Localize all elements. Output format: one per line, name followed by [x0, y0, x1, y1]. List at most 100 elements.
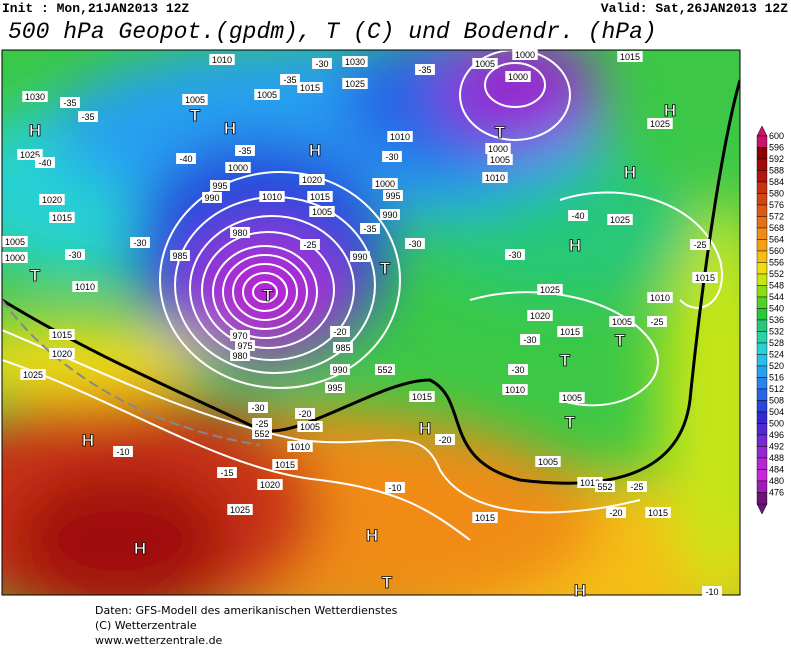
contour-label: 1020: [260, 480, 280, 490]
colorbar-label: 560: [769, 246, 784, 256]
colorbar-label: 576: [769, 200, 784, 210]
colorbar-swatch: [756, 411, 768, 424]
colorbar-label: 540: [769, 304, 784, 314]
pressure-center: H: [224, 119, 236, 138]
valid-time: Valid: Sat,26JAN2013 12Z: [601, 1, 788, 16]
label-box: [385, 482, 405, 493]
label-box: [287, 441, 313, 452]
pressure-center: H: [419, 419, 431, 438]
contour-label: -30: [315, 59, 328, 69]
colorbar-swatch: [756, 457, 768, 470]
contour-label: 1025: [650, 119, 670, 129]
label-box: [372, 178, 398, 189]
label-box: [248, 402, 268, 413]
label-box: [435, 434, 455, 445]
contour-label: 1005: [612, 317, 632, 327]
contour-label: 1000: [488, 144, 508, 154]
colorbar-swatch: [756, 250, 768, 263]
colorbar-label: 564: [769, 235, 784, 245]
contour-label: -25: [303, 240, 316, 250]
contour-label: -30: [523, 335, 536, 345]
colorbar-label: 516: [769, 373, 784, 383]
colorbar-swatch: [756, 273, 768, 286]
contour-label: -10: [705, 587, 718, 597]
footer-source: Daten: GFS-Modell des amerikanischen Wet…: [95, 604, 398, 617]
contour-label: 1005: [562, 393, 582, 403]
label-box: [307, 191, 333, 202]
map-field: [2, 50, 740, 595]
label-box: [225, 162, 251, 173]
label-box: [330, 364, 350, 375]
contour-label: 1020: [52, 349, 72, 359]
contour-label: 1015: [695, 273, 715, 283]
label-box: [535, 456, 561, 467]
colorbar-label: 496: [769, 430, 784, 440]
label-box: [617, 51, 643, 62]
label-box: [299, 174, 325, 185]
label-box: [645, 507, 671, 518]
label-box: [235, 340, 255, 351]
label-box: [702, 586, 722, 597]
label-box: [252, 428, 272, 439]
pressure-center: H: [29, 121, 41, 140]
contour-label: 552: [597, 482, 612, 492]
colorbar-label: 480: [769, 476, 784, 486]
colorbar-swatch: [756, 158, 768, 171]
label-box: [209, 54, 235, 65]
pressure-center: H: [624, 163, 636, 182]
label-box: [627, 481, 647, 492]
contour-label: 1005: [5, 237, 25, 247]
colorbar-label: 568: [769, 223, 784, 233]
contour-label: -35: [363, 224, 376, 234]
contour-label: 1005: [257, 90, 277, 100]
contour-label: 990: [382, 210, 397, 220]
colorbar-swatch: [756, 308, 768, 321]
colorbar-label: 600: [769, 131, 784, 141]
contour-label: -25: [650, 317, 663, 327]
label-box: [387, 131, 413, 142]
contour-label: 1020: [530, 311, 550, 321]
contour-label: -30: [408, 239, 421, 249]
contour-label: 1015: [412, 392, 432, 402]
label-box: [60, 97, 80, 108]
colorbar-label: 528: [769, 338, 784, 348]
contour-label: 1010: [505, 385, 525, 395]
contour-label: 1025: [20, 150, 40, 160]
label-box: [380, 209, 400, 220]
contour-label: -35: [418, 65, 431, 75]
label-box: [375, 364, 395, 375]
label-box: [505, 249, 525, 260]
pressure-center: T: [560, 351, 571, 370]
label-box: [577, 477, 603, 488]
label-box: [350, 251, 370, 262]
contour-label: 1010: [650, 293, 670, 303]
colorbar-swatch: [756, 331, 768, 344]
contour-label: -40: [38, 158, 51, 168]
label-box: [508, 364, 528, 375]
label-box: [485, 143, 511, 154]
label-box: [170, 250, 190, 261]
label-box: [342, 56, 368, 67]
pressure-center: T: [190, 106, 201, 125]
contour-label: -35: [63, 98, 76, 108]
contour-label: -40: [179, 154, 192, 164]
label-box: [482, 172, 508, 183]
pressure-center: H: [366, 526, 378, 545]
contour-label: -25: [693, 240, 706, 250]
label-box: [259, 191, 285, 202]
label-box: [333, 342, 353, 353]
label-box: [272, 459, 298, 470]
contour-label: 1005: [490, 155, 510, 165]
label-box: [568, 210, 588, 221]
contour-label: 1015: [300, 83, 320, 93]
contour-label: -20: [438, 435, 451, 445]
contour-label: -20: [298, 409, 311, 419]
contour-label: 552: [377, 365, 392, 375]
colorbar-swatch: [756, 262, 768, 275]
label-box: [202, 192, 222, 203]
colorbar-label: 596: [769, 143, 784, 153]
label-box: [230, 350, 250, 361]
contour-label: 1030: [345, 57, 365, 67]
label-box: [512, 49, 538, 60]
